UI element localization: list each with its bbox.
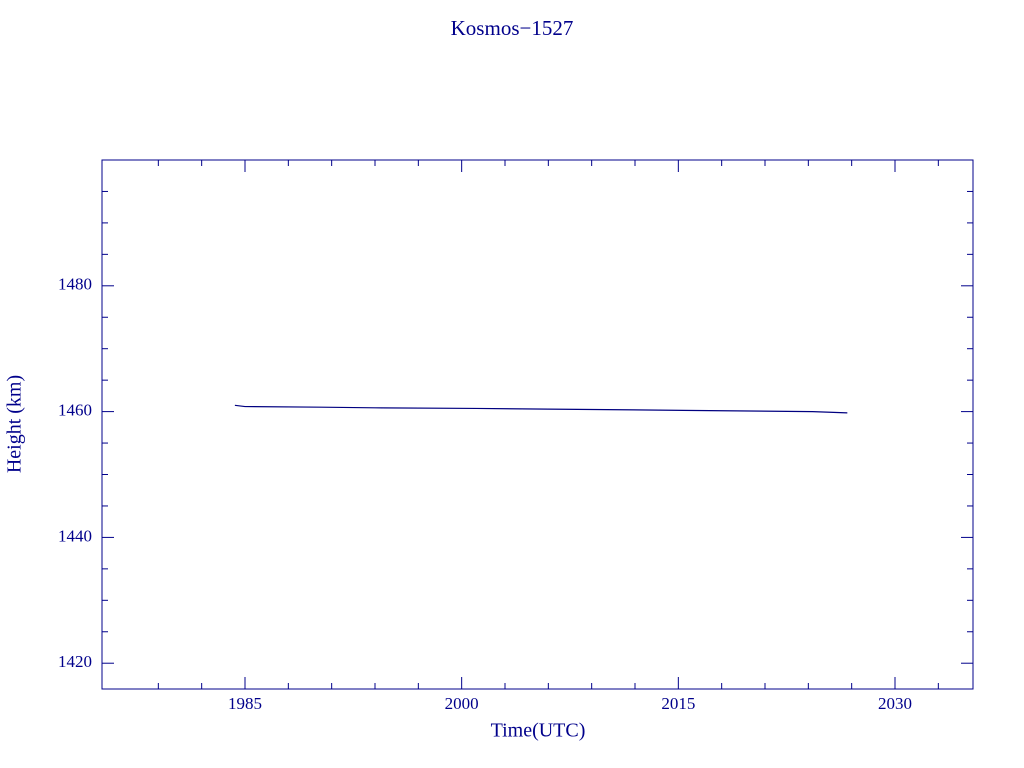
plot-frame bbox=[101, 159, 974, 690]
data-line bbox=[234, 404, 848, 414]
x-tick-label: 2030 bbox=[878, 694, 912, 713]
x-tick-label: 2015 bbox=[661, 694, 695, 713]
y-tick-label: 1420 bbox=[58, 652, 92, 671]
y-tick-label: 1440 bbox=[58, 526, 92, 545]
x-tick-label: 2000 bbox=[445, 694, 479, 713]
x-axis-label: Time(UTC) bbox=[491, 720, 586, 742]
y-tick-label: 1460 bbox=[58, 401, 92, 420]
y-axis-label: Height (km) bbox=[4, 375, 26, 473]
y-tick-label: 1480 bbox=[58, 275, 92, 294]
chart-title: Kosmos−1527 bbox=[451, 16, 574, 40]
x-tick-label: 1985 bbox=[228, 694, 262, 713]
